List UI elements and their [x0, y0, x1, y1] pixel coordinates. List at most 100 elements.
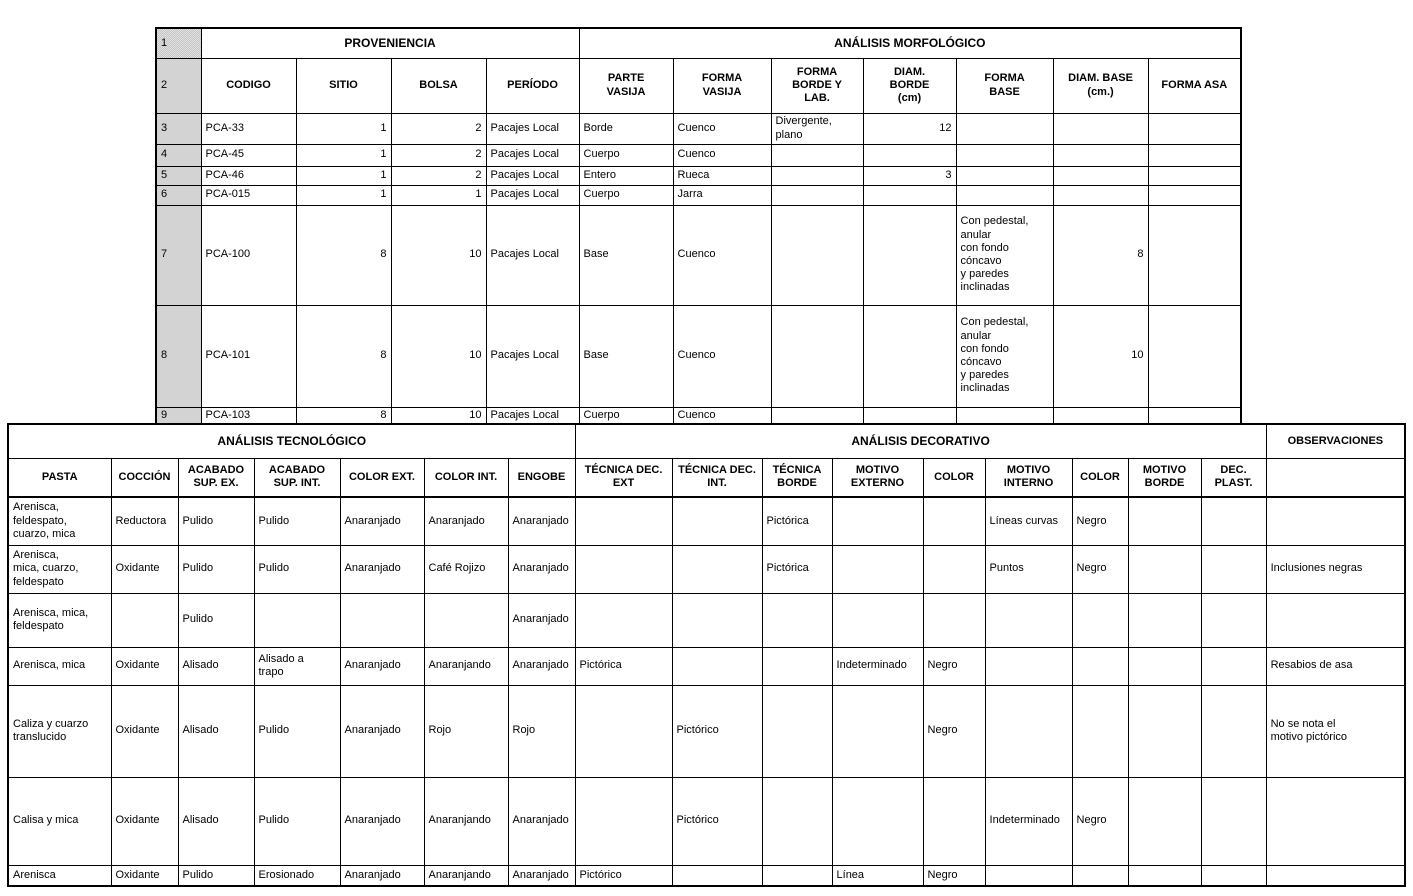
section-header-observaciones: OBSERVACIONES [1265, 423, 1406, 459]
cell-forma-borde-lab [770, 406, 864, 425]
cell-motivo-interno [984, 592, 1073, 648]
cell-acabado-sup-ex: Alisado [177, 646, 255, 686]
section-header-row: ANÁLISIS TECNOLÓGICO ANÁLISIS DECORATIVO… [7, 423, 1406, 459]
column-header-row: 2 CODIGO SITIO BOLSA PERÍODO PARTE VASIJ… [155, 57, 1242, 114]
cell-coccion: Oxidante [110, 864, 179, 887]
cell-tecnica-borde: Pictórica [761, 544, 833, 594]
cell-tecnica-dec-int [671, 592, 763, 648]
cell-color-ext: Anaranjado [339, 864, 425, 887]
cell-forma-borde-lab [770, 165, 864, 186]
cell-pasta: Arenisca, mica, cuarzo, feldespato [7, 544, 112, 594]
cell-motivo-externo: Línea [831, 864, 924, 887]
cell-observaciones [1265, 864, 1406, 887]
cell-forma-base [955, 406, 1054, 425]
cell-forma-base [955, 165, 1054, 186]
cell-forma-base [955, 112, 1054, 145]
cell-color-motivo-interno [1071, 864, 1129, 887]
cell-pasta: Arenisca [7, 864, 112, 887]
table-row: Calisa y mica Oxidante Alisado Pulido Anaran… [7, 776, 1406, 866]
cell-diam-borde [862, 143, 957, 167]
cell-parte-vasija: Cuerpo [578, 406, 674, 425]
cell-dec-plast [1200, 544, 1267, 594]
cell-diam-base: 10 [1052, 304, 1149, 408]
cell-dec-plast [1200, 776, 1267, 866]
cell-tecnica-dec-ext [574, 592, 673, 648]
cell-motivo-interno: Puntos [984, 544, 1073, 594]
cell-color-motivo-interno [1071, 592, 1129, 648]
cell-motivo-borde [1127, 646, 1202, 686]
col-header-color-interno: COLOR [1071, 457, 1129, 498]
cell-motivo-externo [831, 544, 924, 594]
cell-motivo-interno: Líneas curvas [984, 496, 1073, 546]
cell-tecnica-dec-int [671, 646, 763, 686]
cell-engobe: Anaranjado [507, 646, 576, 686]
cell-tecnica-borde [761, 776, 833, 866]
cell-acabado-sup-ex: Pulido [177, 496, 255, 546]
cell-observaciones: No se nota el motivo pictórico [1265, 684, 1406, 778]
cell-color-motivo-interno: Negro [1071, 776, 1129, 866]
cell-forma-asa [1147, 165, 1242, 186]
cell-forma-asa [1147, 406, 1242, 425]
cell-periodo: Pacajes Local [485, 406, 580, 425]
cell-forma-asa [1147, 112, 1242, 145]
cell-motivo-interno: Indeterminado [984, 776, 1073, 866]
cell-color-motivo-externo: Negro [922, 646, 986, 686]
cell-sitio: 1 [295, 184, 392, 206]
cell-tecnica-dec-ext [574, 544, 673, 594]
cell-forma-borde-lab [770, 204, 864, 306]
cell-diam-borde: 12 [862, 112, 957, 145]
cell-forma-base [955, 184, 1054, 206]
cell-dec-plast [1200, 864, 1267, 887]
section-header-row: 1 PROVENIENCIA ANÁLISIS MORFOLÓGICO [155, 27, 1242, 59]
col-header-color-ext: COLOR EXT. [339, 457, 425, 498]
cell-forma-vasija: Cuenco [672, 406, 772, 425]
cell-codigo: PCA-015 [200, 184, 297, 206]
cell-tecnica-dec-int: Pictórico [671, 684, 763, 778]
cell-periodo: Pacajes Local [485, 204, 580, 306]
cell-tecnica-dec-int [671, 544, 763, 594]
cell-acabado-sup-int: Alisado a trapo [253, 646, 341, 686]
cell-dec-plast [1200, 646, 1267, 686]
cell-color-motivo-externo [922, 592, 986, 648]
cell-color-motivo-externo: Negro [922, 684, 986, 778]
cell-codigo: PCA-100 [200, 204, 297, 306]
cell-acabado-sup-ex: Pulido [177, 592, 255, 648]
cell-motivo-interno [984, 684, 1073, 778]
cell-forma-vasija: Cuenco [672, 304, 772, 408]
cell-forma-vasija: Rueca [672, 165, 772, 186]
cell-color-motivo-interno: Negro [1071, 544, 1129, 594]
cell-periodo: Pacajes Local [485, 304, 580, 408]
cell-bolsa: 2 [390, 165, 487, 186]
cell-color-int: Anaranjando [423, 864, 509, 887]
table-row: Arenisca, mica, cuarzo, feldespato Oxidan… [7, 544, 1406, 594]
section-header-proveniencia: PROVENIENCIA [200, 27, 580, 59]
cell-sitio: 8 [295, 204, 392, 306]
row-number: 9 [155, 406, 202, 425]
row-number: 3 [155, 112, 202, 145]
cell-coccion: Oxidante [110, 684, 179, 778]
cell-coccion: Oxidante [110, 544, 179, 594]
cell-diam-base [1052, 143, 1149, 167]
cell-forma-vasija: Cuenco [672, 112, 772, 145]
cell-forma-borde-lab [770, 304, 864, 408]
cell-observaciones: Inclusiones negras [1265, 544, 1406, 594]
technology-decoration-table: ANÁLISIS TECNOLÓGICO ANÁLISIS DECORATIVO… [7, 423, 1407, 887]
cell-tecnica-borde [761, 592, 833, 648]
cell-periodo: Pacajes Local [485, 112, 580, 145]
section-header-analisis-morfologico: ANÁLISIS MORFOLÓGICO [578, 27, 1242, 59]
cell-acabado-sup-int: Pulido [253, 496, 341, 546]
cell-diam-base [1052, 165, 1149, 186]
cell-engobe: Anaranjado [507, 544, 576, 594]
table-row: 3 PCA-33 1 2 Pacajes Local Borde Cuenco Diverge… [155, 112, 1242, 145]
cell-motivo-borde [1127, 776, 1202, 866]
cell-pasta: Caliza y cuarzo translucido [7, 684, 112, 778]
cell-acabado-sup-int: Pulido [253, 544, 341, 594]
col-header-tecnica-dec-ext: TÉCNICA DEC. EXT [574, 457, 673, 498]
table-row: 7 PCA-100 8 10 Pacajes Local Base Cuenco Con pe… [155, 204, 1242, 306]
cell-diam-borde [862, 184, 957, 206]
provenance-morphology-table: 1 PROVENIENCIA ANÁLISIS MORFOLÓGICO 2 CO… [155, 27, 1243, 425]
col-header-diam-borde: DIAM. BORDE (cm) [862, 57, 957, 114]
cell-forma-base [955, 143, 1054, 167]
cell-color-int: Anaranjando [423, 646, 509, 686]
